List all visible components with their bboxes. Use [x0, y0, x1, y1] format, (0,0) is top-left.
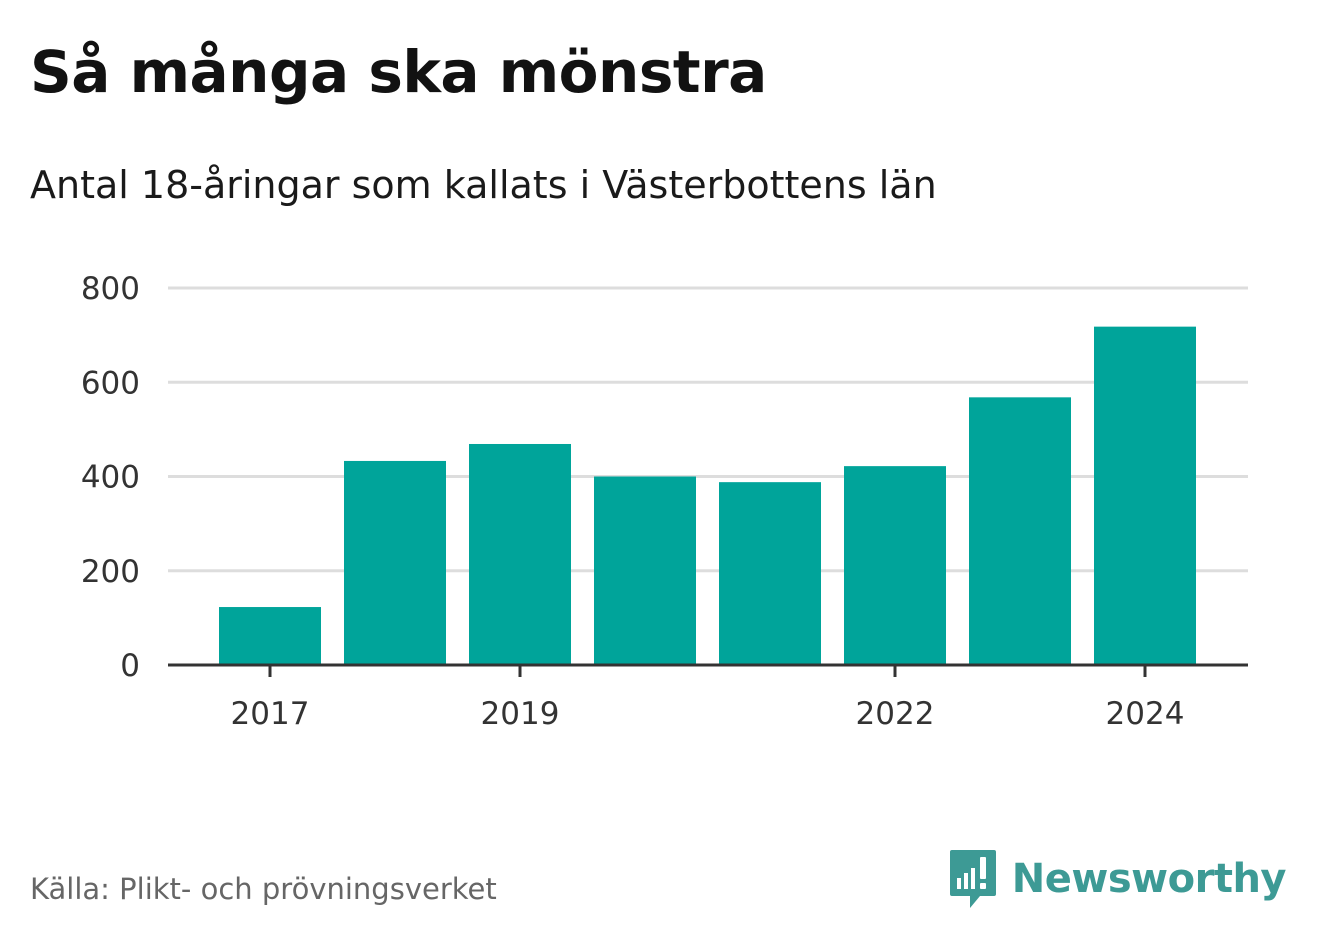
source-note: Källa: Plikt- och prövningsverket: [30, 872, 497, 906]
bar-2024: 2024: 718: [1094, 326, 1196, 665]
bar-chart: 2017: 123 2018: 4332019: 4692020: 4002021…: [81, 271, 1248, 732]
y-tick-label: 0: [120, 648, 140, 684]
x-tick-label: 2019: [481, 696, 560, 732]
y-tick-label: 200: [81, 554, 140, 590]
bar-2021: 2021: 388: [719, 482, 821, 665]
bar-2018: 2018: 433: [344, 460, 446, 665]
y-tick-label: 400: [81, 460, 140, 496]
brand-logo: Newsworthy: [948, 848, 1287, 910]
bar-2023: 2023: 568: [969, 397, 1071, 665]
bar-2019: 2019: 469: [469, 443, 571, 665]
bar-2017: 2017: 123: [219, 607, 321, 665]
x-tick-label: 2022: [856, 696, 935, 732]
chart-title: Så många ska mönstra: [30, 38, 767, 106]
x-tick-label: 2017: [231, 696, 310, 732]
brand-name: Newsworthy: [1011, 856, 1287, 902]
bar-2020: 2020: 400: [594, 476, 696, 665]
chart-subtitle: Antal 18-åringar som kallats i Västerbot…: [30, 163, 937, 207]
grid-lines: [168, 286, 1248, 573]
axes: 0 200 400 600 800 2017 2019 2022 2024: [81, 271, 1248, 732]
y-tick-label: 600: [81, 365, 140, 401]
bars: 2017: 123 2018: 4332019: 4692020: 4002021…: [219, 326, 1196, 665]
y-tick-label: 800: [81, 271, 140, 307]
bar-2022: 2022: 422: [844, 466, 946, 665]
x-tick-label: 2024: [1106, 696, 1185, 732]
newsworthy-logo-icon: [949, 850, 996, 908]
